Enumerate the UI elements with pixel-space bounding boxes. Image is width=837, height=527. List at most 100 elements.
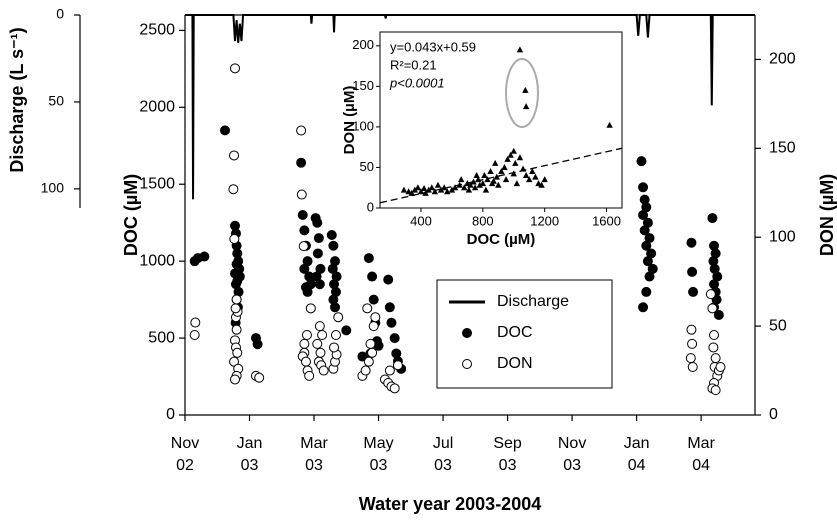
- doc-point: [713, 310, 724, 320]
- don-point: [300, 356, 311, 367]
- inset-x-title: DOC (µM): [467, 231, 536, 248]
- legend-label: DON: [497, 355, 533, 372]
- don-point: [305, 303, 316, 314]
- don-point: [708, 342, 719, 353]
- inset-point: [474, 176, 482, 183]
- inset-point: [471, 184, 479, 191]
- y2-tick-label: 200: [769, 51, 796, 68]
- inset-point: [507, 151, 514, 158]
- inset-point: [414, 184, 422, 191]
- inset-y-tick-label: 150: [352, 78, 374, 93]
- don-point: [709, 330, 720, 340]
- inset-point: [519, 165, 527, 172]
- inset-point: [417, 188, 425, 195]
- doc-point: [199, 251, 210, 262]
- doc-point: [641, 286, 652, 297]
- inset-point: [444, 188, 451, 195]
- doc-point: [639, 225, 650, 236]
- doc-point: [644, 271, 655, 282]
- inset-point: [465, 186, 473, 193]
- don-point: [189, 330, 200, 340]
- don-point: [317, 330, 328, 340]
- inset-point: [513, 180, 521, 187]
- don-point: [230, 63, 240, 74]
- inset-point: [425, 186, 432, 193]
- don-point: [296, 189, 307, 200]
- inset-point: [457, 176, 465, 183]
- doc-point: [341, 325, 352, 336]
- don-point: [370, 312, 381, 323]
- y2-tick-label: 50: [769, 317, 787, 334]
- doc-point: [641, 240, 652, 251]
- don-point: [232, 347, 243, 358]
- don-point: [363, 356, 374, 367]
- doc-point: [314, 279, 325, 290]
- y-tick-label: 0: [166, 406, 175, 423]
- doc-point: [299, 225, 310, 236]
- inset-point: [522, 172, 530, 179]
- inset-point: [481, 172, 488, 179]
- doc-point: [636, 156, 647, 167]
- inset-point: [498, 168, 505, 175]
- inset-x-tick-label: 400: [410, 213, 432, 228]
- inset-x-tick-label: 1600: [592, 213, 621, 228]
- doc-point: [220, 125, 230, 136]
- doc-point: [383, 274, 394, 285]
- doc-point: [687, 266, 698, 277]
- don-point: [686, 324, 697, 335]
- don-point: [190, 317, 201, 328]
- outlier-ellipse: [505, 58, 539, 128]
- inset-point: [487, 168, 494, 175]
- y2-axis-title: DON (µM): [817, 174, 837, 256]
- inset-y-tick-label: 200: [352, 37, 374, 52]
- doc-point: [328, 240, 339, 251]
- inset-point: [516, 154, 524, 161]
- inset-point: [400, 186, 408, 193]
- inset-y-title: DON (µM): [341, 86, 358, 155]
- doc-point: [368, 294, 379, 305]
- don-point: [685, 353, 696, 364]
- inset-point: [422, 189, 429, 196]
- x-tick-label: Jan 04: [623, 435, 650, 474]
- inset-y-tick-label: 0: [367, 199, 374, 214]
- don-point: [330, 330, 341, 340]
- doc-point: [296, 157, 307, 168]
- doc-point: [363, 253, 374, 264]
- inset-point: [448, 186, 456, 193]
- don-point: [315, 347, 326, 358]
- y3-axis-title: Discharge (L s⁻¹): [7, 27, 27, 172]
- inset-point: [501, 163, 508, 170]
- inset-point: [437, 186, 445, 193]
- don-point: [360, 365, 371, 376]
- doc-point: [688, 286, 699, 297]
- inset-point: [428, 184, 436, 191]
- inset-point: [538, 181, 545, 188]
- don-point: [231, 294, 242, 305]
- don-point: [229, 150, 240, 161]
- don-point: [389, 383, 400, 394]
- doc-point: [638, 302, 649, 313]
- inset-x-tick-label: 800: [472, 213, 494, 228]
- inset-x-tick-label: 1200: [530, 213, 559, 228]
- doc-point: [312, 217, 323, 228]
- inset-point: [492, 159, 499, 166]
- inset-point: [522, 103, 530, 110]
- inset-point: [461, 184, 468, 191]
- doc-point: [312, 248, 323, 259]
- don-point: [298, 241, 309, 252]
- don-point: [392, 360, 403, 371]
- y3-tick-label: 0: [56, 6, 64, 22]
- inset-point: [529, 168, 536, 175]
- inset-y-tick-label: 100: [352, 118, 374, 133]
- doc-point: [638, 182, 649, 193]
- x-tick-label: Jul 03: [432, 435, 454, 474]
- x-tick-label: Jan 03: [236, 435, 263, 474]
- y-tick-label: 2000: [139, 99, 175, 116]
- legend-label: Discharge: [497, 293, 569, 310]
- don-point: [384, 365, 395, 376]
- doc-point: [252, 339, 263, 350]
- y3-tick-label: 50: [48, 93, 64, 109]
- don-point: [230, 374, 240, 385]
- inset-point: [440, 184, 448, 191]
